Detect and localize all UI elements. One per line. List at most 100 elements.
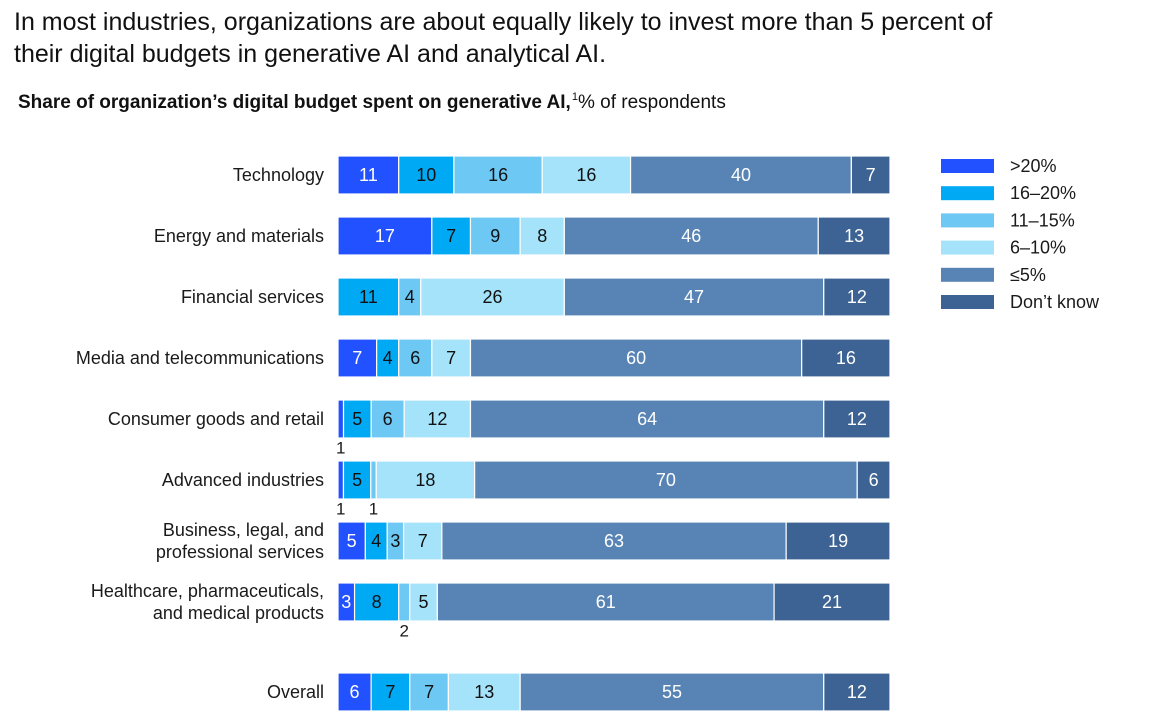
bar-segment xyxy=(402,521,443,561)
data-label: 7 xyxy=(866,165,876,185)
data-label: 12 xyxy=(847,287,867,307)
bar-segment xyxy=(337,672,372,712)
legend-label: Don’t know xyxy=(1010,292,1100,312)
data-label: 7 xyxy=(385,682,395,702)
bar-segment xyxy=(823,672,891,712)
data-label: 40 xyxy=(731,165,751,185)
data-label-outside: 1 xyxy=(336,439,345,458)
bar-segment xyxy=(337,216,433,256)
category-label: professional services xyxy=(156,542,324,562)
bar-segment xyxy=(337,399,345,439)
data-label: 5 xyxy=(347,531,357,551)
data-label: 5 xyxy=(352,470,362,490)
data-label: 11 xyxy=(359,165,378,185)
chart-subtitle: Share of organization’s digital budget s… xyxy=(18,91,726,114)
data-label: 4 xyxy=(383,348,393,368)
data-label: 12 xyxy=(847,409,867,429)
legend-swatch xyxy=(941,267,994,282)
data-label: 8 xyxy=(537,226,547,246)
data-label: 7 xyxy=(446,348,456,368)
data-label: 12 xyxy=(427,409,447,429)
data-label: 55 xyxy=(662,682,682,702)
data-label: 19 xyxy=(828,531,848,551)
data-label: 6 xyxy=(350,682,360,702)
bar-segment xyxy=(431,338,472,378)
data-label: 61 xyxy=(596,592,616,612)
bar-segment xyxy=(409,582,438,622)
data-label: 3 xyxy=(390,531,400,551)
category-label: and medical products xyxy=(153,603,324,623)
legend-label: 11–15% xyxy=(1010,210,1075,230)
data-label: 16 xyxy=(488,165,508,185)
bar-segment xyxy=(342,399,372,439)
bar-segment xyxy=(337,155,400,195)
category-label: Business, legal, and xyxy=(163,520,324,540)
bar-segment xyxy=(398,338,433,378)
bar-segment xyxy=(785,521,891,561)
data-label-outside: 1 xyxy=(369,500,378,519)
data-label: 7 xyxy=(418,531,428,551)
data-label: 18 xyxy=(415,470,435,490)
bar-segment xyxy=(563,216,819,256)
chart-title-line-2: their digital budgets in generative AI a… xyxy=(14,40,607,68)
bar-segment xyxy=(398,582,411,622)
bar-segment xyxy=(370,460,377,500)
bar-segment xyxy=(823,277,891,317)
bar-segment xyxy=(409,672,450,712)
bar-segment xyxy=(447,672,521,712)
category-label: Technology xyxy=(233,165,324,185)
data-label: 6 xyxy=(383,409,393,429)
bar-segment xyxy=(541,155,632,195)
chart-subtitle-footnote: 1 xyxy=(571,91,578,103)
legend-label: ≤5% xyxy=(1010,265,1046,285)
bar-segment xyxy=(850,155,891,195)
bar-segment xyxy=(801,338,891,378)
category-label: Media and telecommunications xyxy=(76,348,324,368)
data-label: 6 xyxy=(869,470,879,490)
bar-segment xyxy=(431,216,472,256)
bar-segment xyxy=(337,521,366,561)
data-label: 16 xyxy=(836,348,856,368)
data-label: 6 xyxy=(410,348,420,368)
data-label: 63 xyxy=(604,531,624,551)
chart-title-line-1: In most industries, organizations are ab… xyxy=(14,8,993,36)
data-label-outside: 1 xyxy=(336,500,345,519)
legend-swatch xyxy=(941,295,994,309)
chart-title: In most industries, organizations are ab… xyxy=(14,6,1164,70)
data-label: 3 xyxy=(341,592,351,612)
bar-segment xyxy=(403,399,472,439)
bar-segment xyxy=(773,582,891,622)
legend-label: 16–20% xyxy=(1010,183,1076,203)
bar-segment xyxy=(342,460,372,500)
data-label: 5 xyxy=(352,409,362,429)
category-label: Overall xyxy=(267,682,324,702)
data-label: 12 xyxy=(847,682,867,702)
legend-swatch xyxy=(941,159,994,173)
data-label: 13 xyxy=(474,682,494,702)
data-label: 5 xyxy=(419,592,429,612)
bar-segment xyxy=(370,672,411,712)
chart-subtitle-main: Share of organization’s digital budget s… xyxy=(18,92,571,113)
category-label: Financial services xyxy=(181,287,324,307)
bar-segment xyxy=(337,460,345,500)
category-label: Consumer goods and retail xyxy=(108,409,324,429)
data-label: 7 xyxy=(446,226,456,246)
bar-segment xyxy=(337,338,378,378)
bar-segment xyxy=(469,338,803,378)
legend-swatch xyxy=(941,186,994,201)
data-label: 46 xyxy=(681,226,701,246)
category-label: Healthcare, pharmaceuticals, xyxy=(91,581,324,601)
category-label: Energy and materials xyxy=(154,226,324,246)
bar-segment xyxy=(370,399,405,439)
legend-swatch xyxy=(941,240,994,255)
bar-segment xyxy=(823,399,891,439)
data-label: 4 xyxy=(405,287,415,307)
data-label: 10 xyxy=(416,165,436,185)
category-label: Advanced industries xyxy=(162,470,324,490)
bar-segment xyxy=(337,277,400,317)
data-label: 47 xyxy=(684,287,704,307)
data-label: 7 xyxy=(352,348,362,368)
bar-segment xyxy=(469,216,521,256)
data-label: 26 xyxy=(483,287,503,307)
